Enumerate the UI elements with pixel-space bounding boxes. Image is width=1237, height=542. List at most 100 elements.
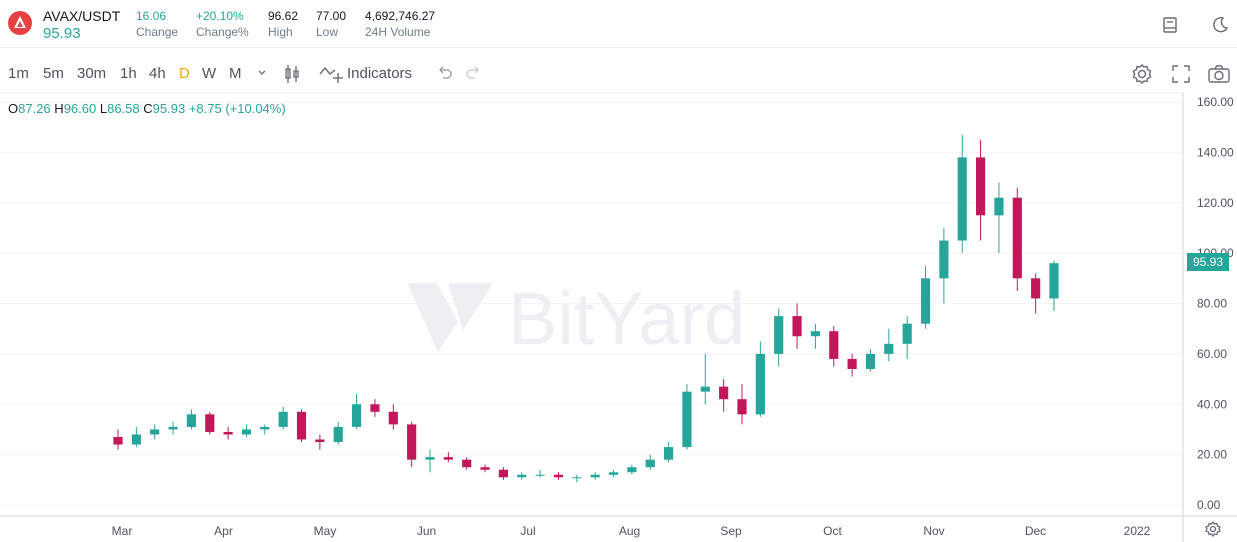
candle-body	[425, 457, 435, 460]
candle	[902, 316, 912, 359]
candle	[278, 406, 288, 430]
candle-body	[462, 459, 472, 468]
timeframe-5m[interactable]: 5m	[43, 65, 64, 82]
candle-body	[407, 424, 417, 460]
camera-icon[interactable]	[1207, 64, 1231, 89]
candle-body	[920, 278, 931, 324]
candle-body	[480, 467, 490, 470]
candle-body	[994, 197, 1004, 216]
candle-body	[370, 404, 380, 412]
axis-settings-icon[interactable]	[1205, 520, 1221, 542]
fullscreen-icon[interactable]	[1171, 64, 1191, 89]
timeframe-1m[interactable]: 1m	[8, 65, 29, 82]
redo-icon[interactable]	[465, 66, 481, 85]
moon-icon[interactable]	[1211, 16, 1229, 39]
watermark: BitYard	[508, 277, 745, 360]
x-tick-label: Oct	[823, 524, 842, 538]
book-icon[interactable]	[1161, 16, 1179, 39]
candle-body	[1031, 278, 1041, 299]
candle	[884, 328, 894, 362]
candle	[829, 326, 839, 367]
candle-body	[719, 386, 729, 400]
candle	[260, 424, 270, 435]
candle-body	[590, 474, 600, 478]
close-key: C	[143, 101, 153, 116]
timeframe-4h[interactable]: 4h	[149, 65, 166, 82]
x-tick-label: Nov	[923, 524, 944, 538]
candles	[113, 134, 1059, 483]
candle-body	[1012, 197, 1022, 279]
candle	[131, 426, 141, 448]
stat-low-value: 77.00	[316, 9, 347, 23]
x-tick-label: Mar	[112, 524, 133, 538]
candle-body	[682, 391, 692, 448]
candle-body	[388, 411, 398, 425]
candle	[1012, 187, 1022, 291]
stat-high: 96.62 High	[268, 9, 298, 39]
timeframe-m[interactable]: M	[229, 65, 242, 82]
candle	[664, 442, 674, 463]
symbol-name[interactable]: AVAX/USDT	[43, 8, 121, 24]
candle	[553, 472, 564, 480]
candle-type-icon[interactable]	[284, 63, 300, 90]
low-key: L	[99, 101, 108, 116]
candle	[333, 421, 343, 445]
stat-volume: 4,692,746.27 24H Volume	[365, 9, 435, 39]
candle-body	[865, 353, 876, 369]
timeframe-w[interactable]: W	[202, 65, 217, 82]
candle	[462, 457, 472, 470]
stat-change-value: 16.06	[136, 9, 167, 23]
timeframe-30m[interactable]: 30m	[77, 65, 107, 82]
candle-body	[755, 353, 765, 415]
candle-body	[131, 434, 141, 445]
candle-body	[113, 436, 123, 445]
candle	[388, 404, 398, 430]
candle-body	[443, 457, 453, 460]
candle	[186, 409, 196, 430]
chevron-down-icon[interactable]	[256, 66, 268, 84]
candle-body	[553, 474, 564, 478]
open-key: O	[8, 101, 19, 116]
candle-body	[168, 426, 178, 430]
candle-body	[847, 358, 857, 369]
x-tick-label: May	[314, 524, 337, 538]
y-tick-label: 40.00	[1197, 397, 1227, 411]
candle	[572, 474, 582, 483]
candle-body	[957, 157, 967, 241]
stat-change-percent-label: Change%	[196, 25, 249, 39]
chart-grid	[0, 101, 1183, 506]
candle-body	[700, 386, 710, 392]
change-value: +8.75 (+10.04%)	[188, 101, 286, 116]
x-tick-label: Sep	[720, 524, 742, 538]
candle-body	[205, 414, 215, 432]
chart-toolbar: 1m 5m 30m 1h 4h D W M Indicators	[0, 56, 1237, 92]
indicators-icon[interactable]	[319, 64, 345, 89]
avax-logo-icon	[8, 11, 32, 35]
indicators-button[interactable]: Indicators	[347, 65, 413, 82]
candle-body	[498, 469, 508, 478]
candle	[168, 421, 178, 435]
stat-change-percent-value: +20.10%	[196, 9, 244, 23]
candle	[774, 308, 784, 367]
watermark-logo	[407, 283, 493, 352]
candle	[1031, 273, 1041, 314]
candle-body	[260, 426, 270, 430]
candle	[682, 384, 692, 450]
undo-icon[interactable]	[437, 66, 453, 85]
y-tick-label: 60.00	[1197, 347, 1227, 361]
time-axis: Mar Apr May Jun Jul Aug Sep Oct Nov Dec 2022	[112, 524, 1151, 538]
timeframe-1h[interactable]: 1h	[120, 65, 137, 82]
current-price-tag: 95.93	[1187, 253, 1229, 271]
stat-change-label: Change	[136, 25, 179, 39]
candle-body	[792, 316, 802, 337]
candle	[535, 469, 545, 478]
candle-body	[645, 459, 655, 468]
candle-body	[186, 414, 196, 427]
candle-body	[627, 467, 637, 473]
timeframe-d[interactable]: D	[179, 65, 190, 82]
settings-icon[interactable]	[1131, 63, 1153, 90]
candle	[1049, 260, 1059, 312]
candle-body	[664, 447, 674, 460]
stat-change: 16.06 Change	[136, 9, 178, 39]
